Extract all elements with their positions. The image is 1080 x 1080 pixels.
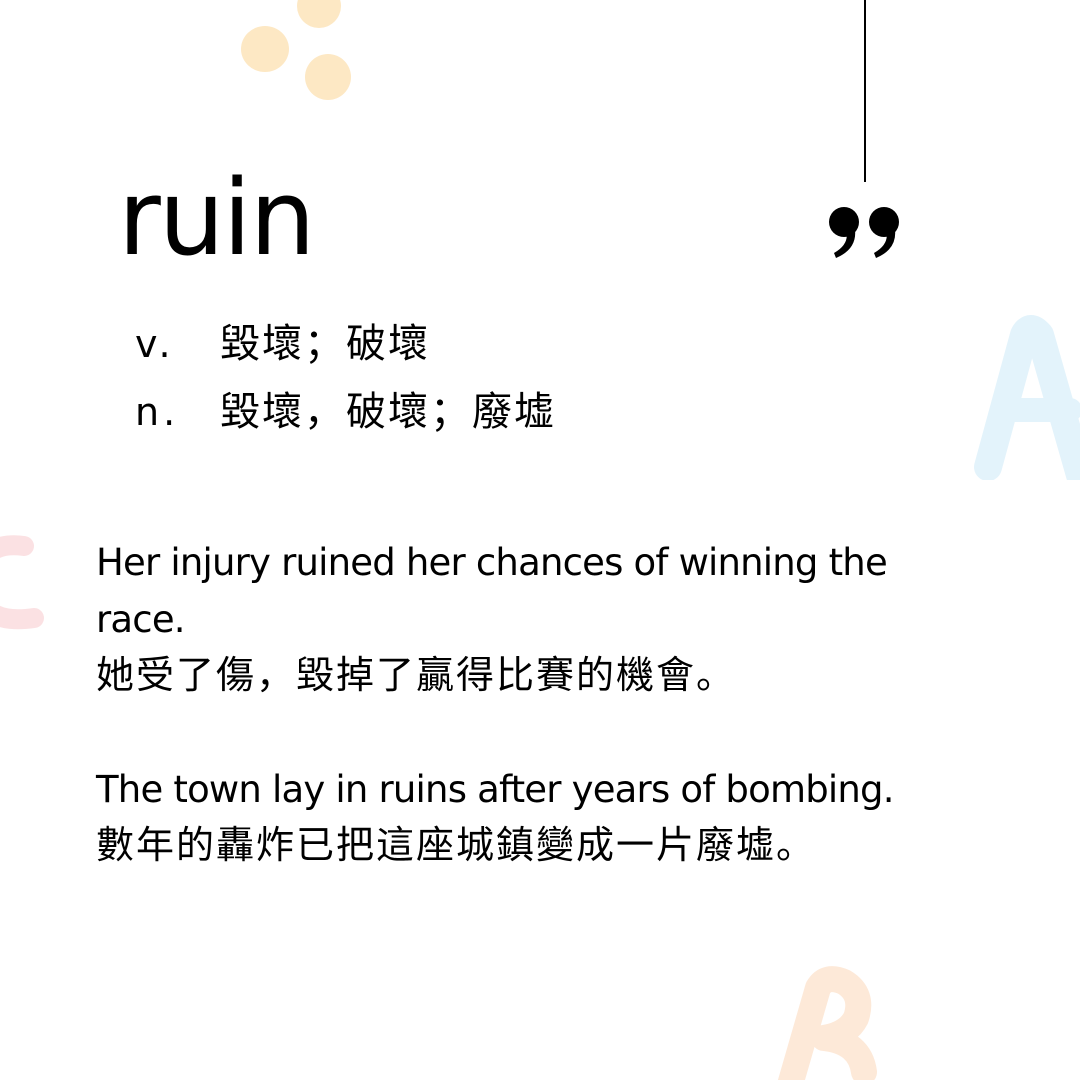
yellow-dot: [241, 26, 289, 72]
yellow-dot: [305, 54, 351, 100]
closing-quote-icon: [829, 207, 899, 258]
example-english: The town lay in ruins after years of bom…: [96, 768, 894, 811]
example-chinese: 她受了傷，毀掉了贏得比賽的機會。: [96, 653, 737, 697]
letter-a-shape: [974, 315, 1080, 480]
definition-item: n. 毀壞，破壞；廢墟: [135, 378, 556, 446]
letter-b-shape: [777, 966, 877, 1080]
example-english: Her injury ruined her chances of winning…: [96, 541, 888, 641]
letter-c-shape: [0, 535, 44, 630]
headword: ruin: [118, 157, 315, 279]
part-of-speech: v.: [135, 322, 175, 366]
definition-meaning: 毀壞；破壞: [220, 321, 430, 367]
definition-meaning: 毀壞，破壞；廢墟: [220, 389, 556, 435]
part-of-speech: n.: [135, 390, 180, 434]
quote-divider-line: [864, 0, 866, 182]
decorative-dots: [241, 0, 351, 100]
definition-item: v. 毀壞；破壞: [135, 310, 556, 378]
definition-list: v. 毀壞；破壞 n. 毀壞，破壞；廢墟: [135, 310, 556, 446]
yellow-dot: [297, 0, 341, 28]
example-sentence: The town lay in ruins after years of bom…: [96, 761, 976, 872]
example-chinese: 數年的轟炸已把這座城鎮變成一片廢墟。: [96, 823, 817, 867]
example-list: Her injury ruined her chances of winning…: [96, 534, 976, 931]
example-sentence: Her injury ruined her chances of winning…: [96, 534, 976, 702]
